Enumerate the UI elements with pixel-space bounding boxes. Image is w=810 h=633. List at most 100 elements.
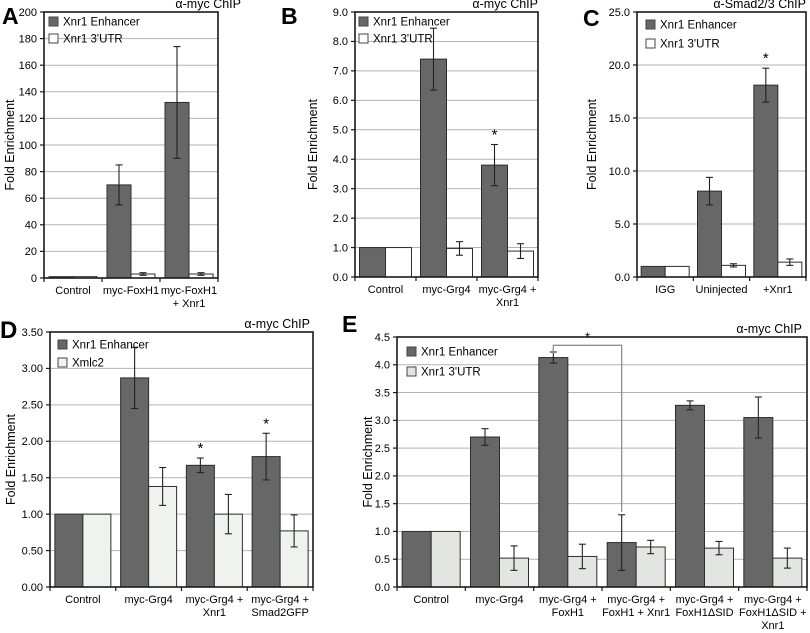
legend-label: Xmlc2	[72, 358, 104, 370]
x-category-label: + Xnr1	[173, 298, 206, 310]
y-tick-label: 9.0	[333, 7, 348, 19]
bar	[401, 530, 432, 588]
y-tick-label: 10.0	[609, 166, 630, 178]
x-category-label: myc-Grg4	[124, 594, 172, 606]
panel-letter: B	[281, 3, 298, 29]
y-axis-label: Fold Enrichment	[585, 98, 599, 190]
y-tick-label: 40	[25, 220, 37, 232]
y-axis-label: Fold Enrichment	[306, 98, 320, 190]
y-tick-label: 80	[25, 166, 37, 178]
y-tick-label: 6.0	[333, 95, 348, 107]
y-tick-label: 140	[19, 87, 37, 99]
y-tick-label: 20.0	[609, 60, 630, 72]
x-category-label: myc-Grg4 +	[744, 594, 802, 606]
legend-swatch	[406, 366, 417, 377]
x-category-label: myc-Grg4 +	[251, 594, 309, 606]
y-tick-label: 1.0	[333, 242, 348, 254]
x-category-label: FoxH1	[552, 607, 584, 619]
legend-label: Xnr1 Enhancer	[63, 17, 140, 29]
y-tick-label: 100	[19, 140, 37, 152]
legend-swatch	[645, 19, 656, 30]
panel-B: * 0.0 1.0 2.0 3.0 4.0 5.0 6.0 7.0 8.0 9.0 Control my…	[270, 0, 540, 309]
y-tick-label: 3.50	[22, 327, 43, 339]
bar	[385, 247, 412, 278]
y-tick-label: 3.0	[333, 183, 348, 195]
y-tick-label: 4.0	[333, 154, 348, 166]
x-category-label: myc-Grg4 +	[479, 284, 537, 296]
y-axis-label: Fold Enrichment	[3, 99, 17, 191]
y-tick-label: 2.0	[375, 471, 390, 483]
y-tick-label: 0.00	[22, 582, 43, 594]
legend-label: Xnr1 3'UTR	[660, 39, 720, 51]
legend-label: Xnr1 Enhancer	[72, 340, 149, 352]
y-tick-label: 0.0	[333, 272, 348, 284]
y-tick-label: 1.50	[22, 473, 43, 485]
y-tick-label: 5.0	[333, 125, 348, 137]
y-tick-label: 60	[25, 193, 37, 205]
bar	[148, 485, 178, 588]
x-category-label: FoxH1ΔSID	[675, 607, 733, 619]
plot-frame	[354, 11, 539, 278]
y-tick-label: 3.0	[375, 415, 390, 427]
x-category-label: IGG	[655, 284, 675, 296]
chart-B: * 0.0 1.0 2.0 3.0 4.0 5.0 6.0 7.0 8.0 9.0 Control my…	[281, 0, 539, 309]
x-category-label: myc-Grg4 +	[539, 594, 597, 606]
significance-star: *	[263, 415, 269, 432]
y-tick-label: 0.0	[375, 582, 390, 594]
y-tick-label: 1.0	[375, 526, 390, 538]
significance-star: *	[197, 440, 203, 457]
bar	[185, 464, 215, 588]
bar	[82, 513, 112, 588]
y-tick-label: 2.5	[375, 443, 390, 455]
chart-title: α-myc ChIP	[736, 322, 802, 336]
panel-letter: E	[342, 311, 357, 337]
x-category-label: Uninjected	[696, 284, 748, 296]
legend-swatch	[57, 339, 68, 350]
x-category-label: Control	[65, 594, 100, 606]
y-tick-label: 25.0	[609, 7, 630, 19]
legend-label: Xnr1 3'UTR	[63, 34, 123, 46]
y-tick-label: 160	[19, 60, 37, 72]
plot-frame	[636, 11, 807, 278]
y-tick-label: 2.00	[22, 436, 43, 448]
x-category-label: Control	[55, 285, 90, 297]
significance-star: *	[492, 127, 498, 144]
bar	[430, 530, 461, 588]
y-tick-label: 2.0	[333, 213, 348, 225]
y-tick-label: 20	[25, 246, 37, 258]
y-tick-label: 8.0	[333, 36, 348, 48]
x-category-label: Xnr1	[761, 620, 784, 632]
legend-swatch	[358, 16, 369, 27]
bar	[743, 417, 774, 588]
significance-star: *	[585, 329, 590, 344]
legend-swatch	[48, 16, 59, 27]
panel-letter: D	[0, 317, 17, 344]
x-category-label: Control	[413, 594, 448, 606]
x-category-label: myc-Grg4	[475, 594, 523, 606]
y-tick-label: 1.00	[22, 509, 43, 521]
y-tick-label: 15.0	[609, 113, 630, 125]
y-axis-label: Fold Enrichment	[4, 413, 18, 505]
y-tick-label: 0.50	[22, 545, 43, 557]
bar	[664, 265, 690, 278]
x-category-label: myc-Grg4 +	[607, 594, 665, 606]
bar	[470, 436, 500, 588]
y-tick-label: 3.00	[22, 363, 43, 375]
y-tick-label: 5.0	[615, 219, 630, 231]
x-category-label: Xnr1	[203, 607, 226, 619]
chart-A: 0 20 40 60 80 100 120 140 160 180 200 Control myc-Fo…	[2, 0, 241, 310]
x-category-label: Smad2GFP	[251, 607, 308, 619]
bar	[120, 377, 150, 588]
y-tick-label: 0.0	[615, 272, 630, 284]
y-tick-label: 7.0	[333, 66, 348, 78]
bar	[359, 247, 386, 278]
bar	[640, 265, 666, 278]
panel-letter: A	[2, 3, 19, 29]
legend-label: Xnr1 Enhancer	[660, 20, 737, 32]
chart-E: 0.0 0.5 1.0 1.5 2.0 2.5 3.0 3.5 4.0 4.5 Control myc…	[342, 311, 808, 632]
chart-C: * 0.0 5.0 10.0 15.0 20.0 25.0 IGG Uninjected +Xnr…	[583, 0, 807, 296]
bar	[54, 513, 84, 588]
chart-title: α-Smad2/3 ChIP	[713, 0, 806, 11]
legend-label: Xnr1 Enhancer	[373, 17, 450, 29]
